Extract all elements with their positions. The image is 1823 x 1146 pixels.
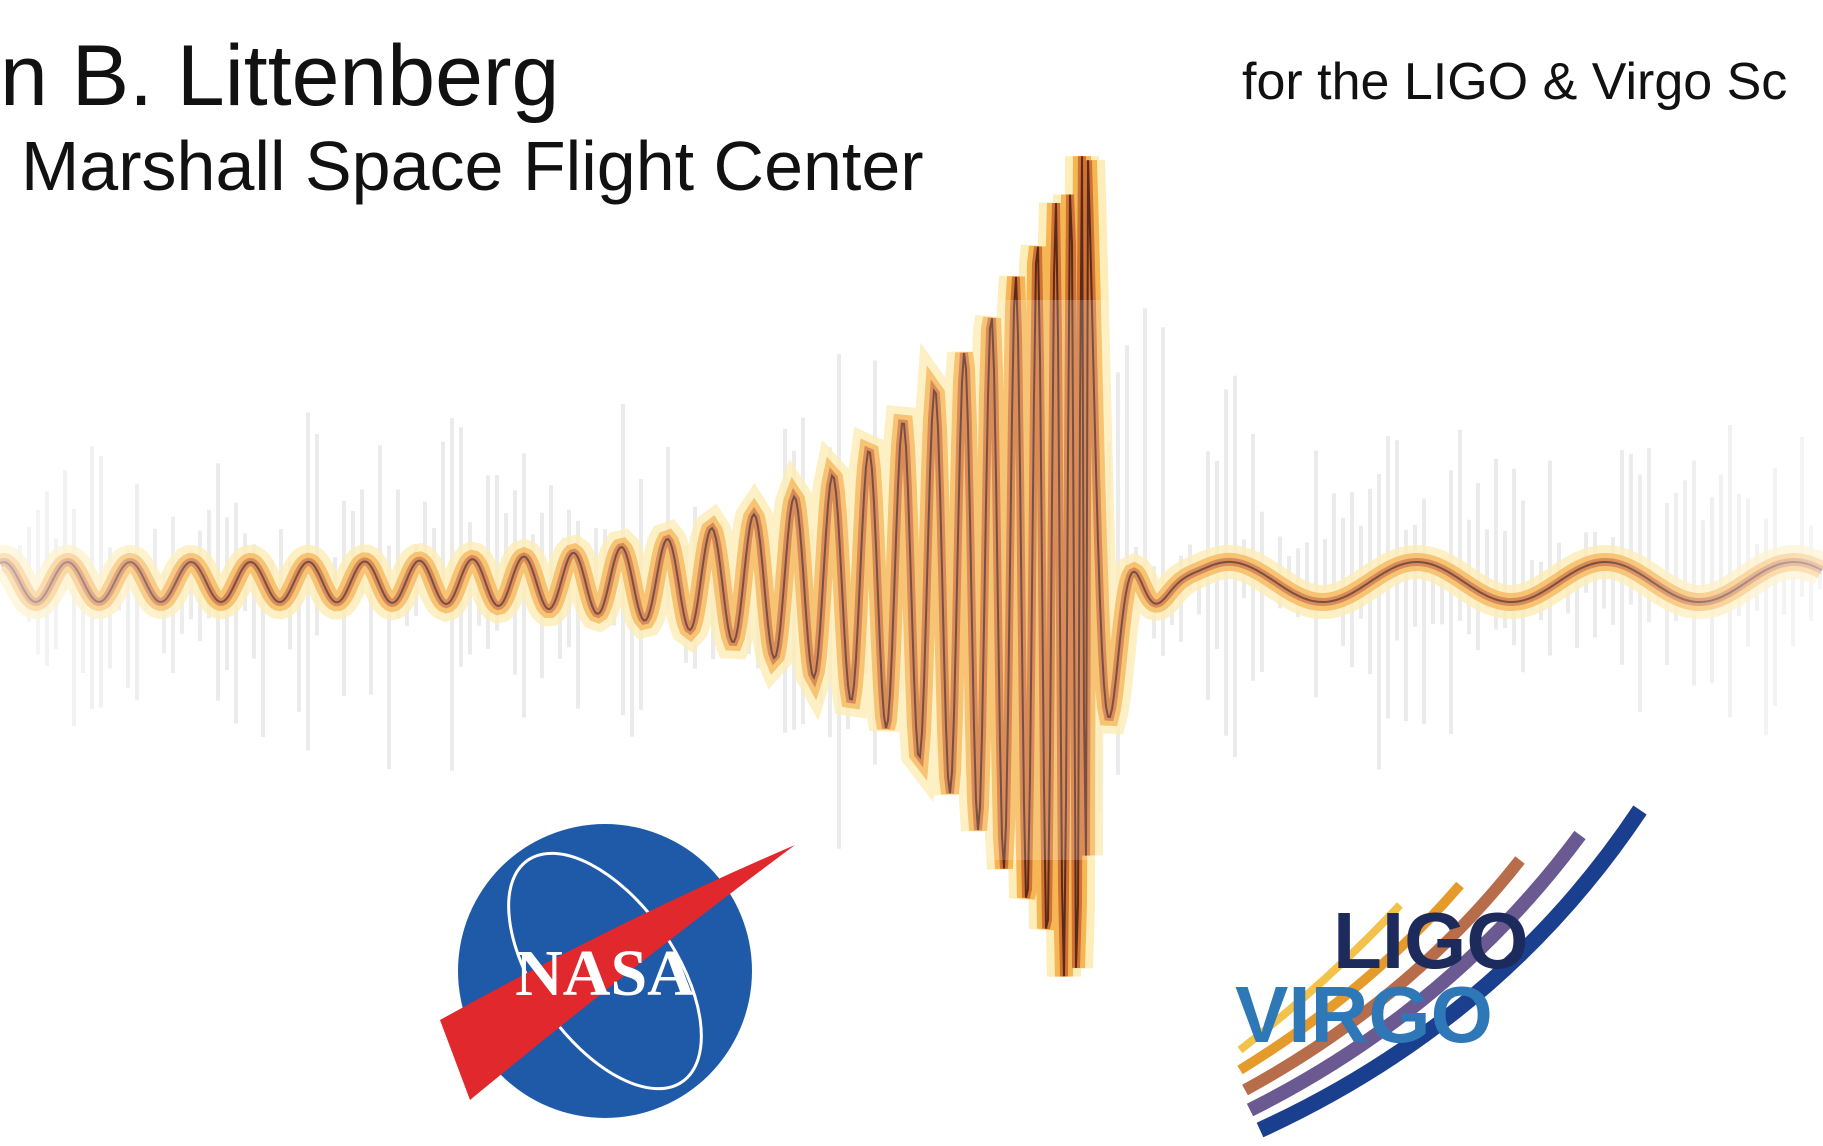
slide: n B. Littenberg Marshall Space Flight Ce…: [0, 0, 1823, 1146]
page: n B. Littenberg Marshall Space Flight Ce…: [0, 0, 1823, 1146]
virgo-text: VIRGO: [1235, 970, 1493, 1059]
nasa-logo: NASA: [440, 820, 795, 1121]
fade: [0, 300, 1823, 860]
nasa-text: NASA: [515, 937, 695, 1010]
speaker-name: n B. Littenberg: [0, 28, 559, 124]
collaboration: for the LIGO & Virgo Sc: [1242, 53, 1787, 111]
affiliation: Marshall Space Flight Center: [21, 127, 924, 205]
